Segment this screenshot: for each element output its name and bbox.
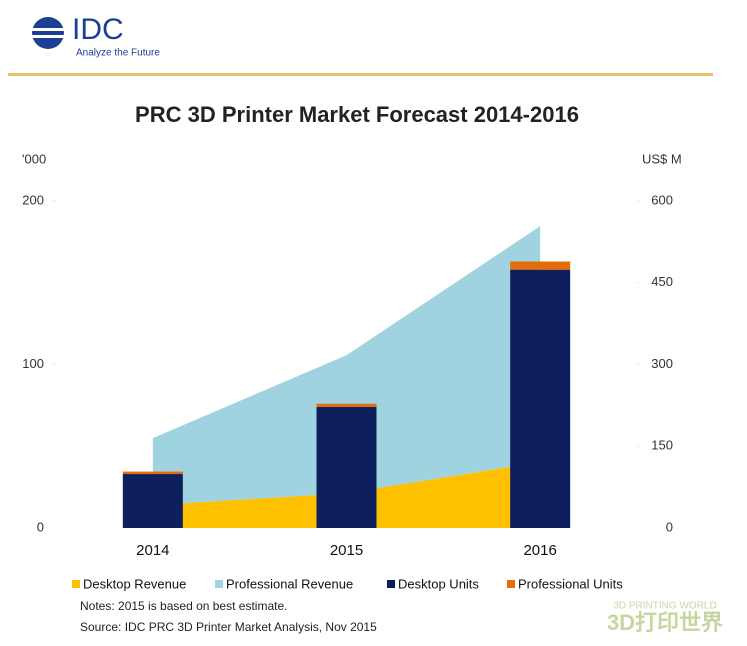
legend-label: Professional Units <box>518 576 623 591</box>
tagline: Analyze the Future <box>76 48 160 59</box>
x-tick-label: 2015 <box>330 542 363 559</box>
legend-swatch <box>72 580 80 588</box>
watermark-sub: 3D PRINTING WORLD <box>613 601 716 612</box>
area <box>152 226 541 506</box>
y-tick-label: 0 <box>37 519 44 534</box>
logo-globe <box>32 17 64 49</box>
logo-stripe <box>28 35 68 38</box>
note: Notes: 2015 is based on best estimate. <box>80 599 287 613</box>
logo-stripe <box>28 28 68 31</box>
y2-tick-label: 300 <box>651 356 673 371</box>
bar <box>510 261 571 270</box>
bar <box>510 269 571 528</box>
y-unit: '000 <box>22 151 46 166</box>
x-tick-label: 2016 <box>523 542 556 559</box>
legend-swatch <box>387 580 395 588</box>
y2-unit: US$ M <box>642 151 682 166</box>
bar <box>122 471 183 475</box>
chart-title: PRC 3D Printer Market Forecast 2014-2016 <box>135 102 579 127</box>
note: Source: IDC PRC 3D Printer Market Analys… <box>80 620 377 634</box>
legend-swatch <box>215 580 223 588</box>
bar <box>316 407 377 528</box>
y2-tick-label: 450 <box>651 274 673 289</box>
bar <box>122 474 183 528</box>
y2-tick-label: 0 <box>666 519 673 534</box>
y-tick-label: 100 <box>22 356 44 371</box>
y2-tick-label: 600 <box>651 192 673 207</box>
legend-swatch <box>507 580 515 588</box>
y2-tick-label: 150 <box>651 438 673 453</box>
legend-label: Desktop Units <box>398 576 479 591</box>
y-tick-label: 200 <box>22 192 44 207</box>
legend-label: Professional Revenue <box>226 576 353 591</box>
watermark: 3D打印世界 <box>607 610 723 635</box>
bar <box>316 403 377 408</box>
x-tick-label: 2014 <box>136 542 169 559</box>
logo: IDC <box>72 13 124 46</box>
header-rule <box>8 73 713 76</box>
legend-label: Desktop Revenue <box>83 576 186 591</box>
